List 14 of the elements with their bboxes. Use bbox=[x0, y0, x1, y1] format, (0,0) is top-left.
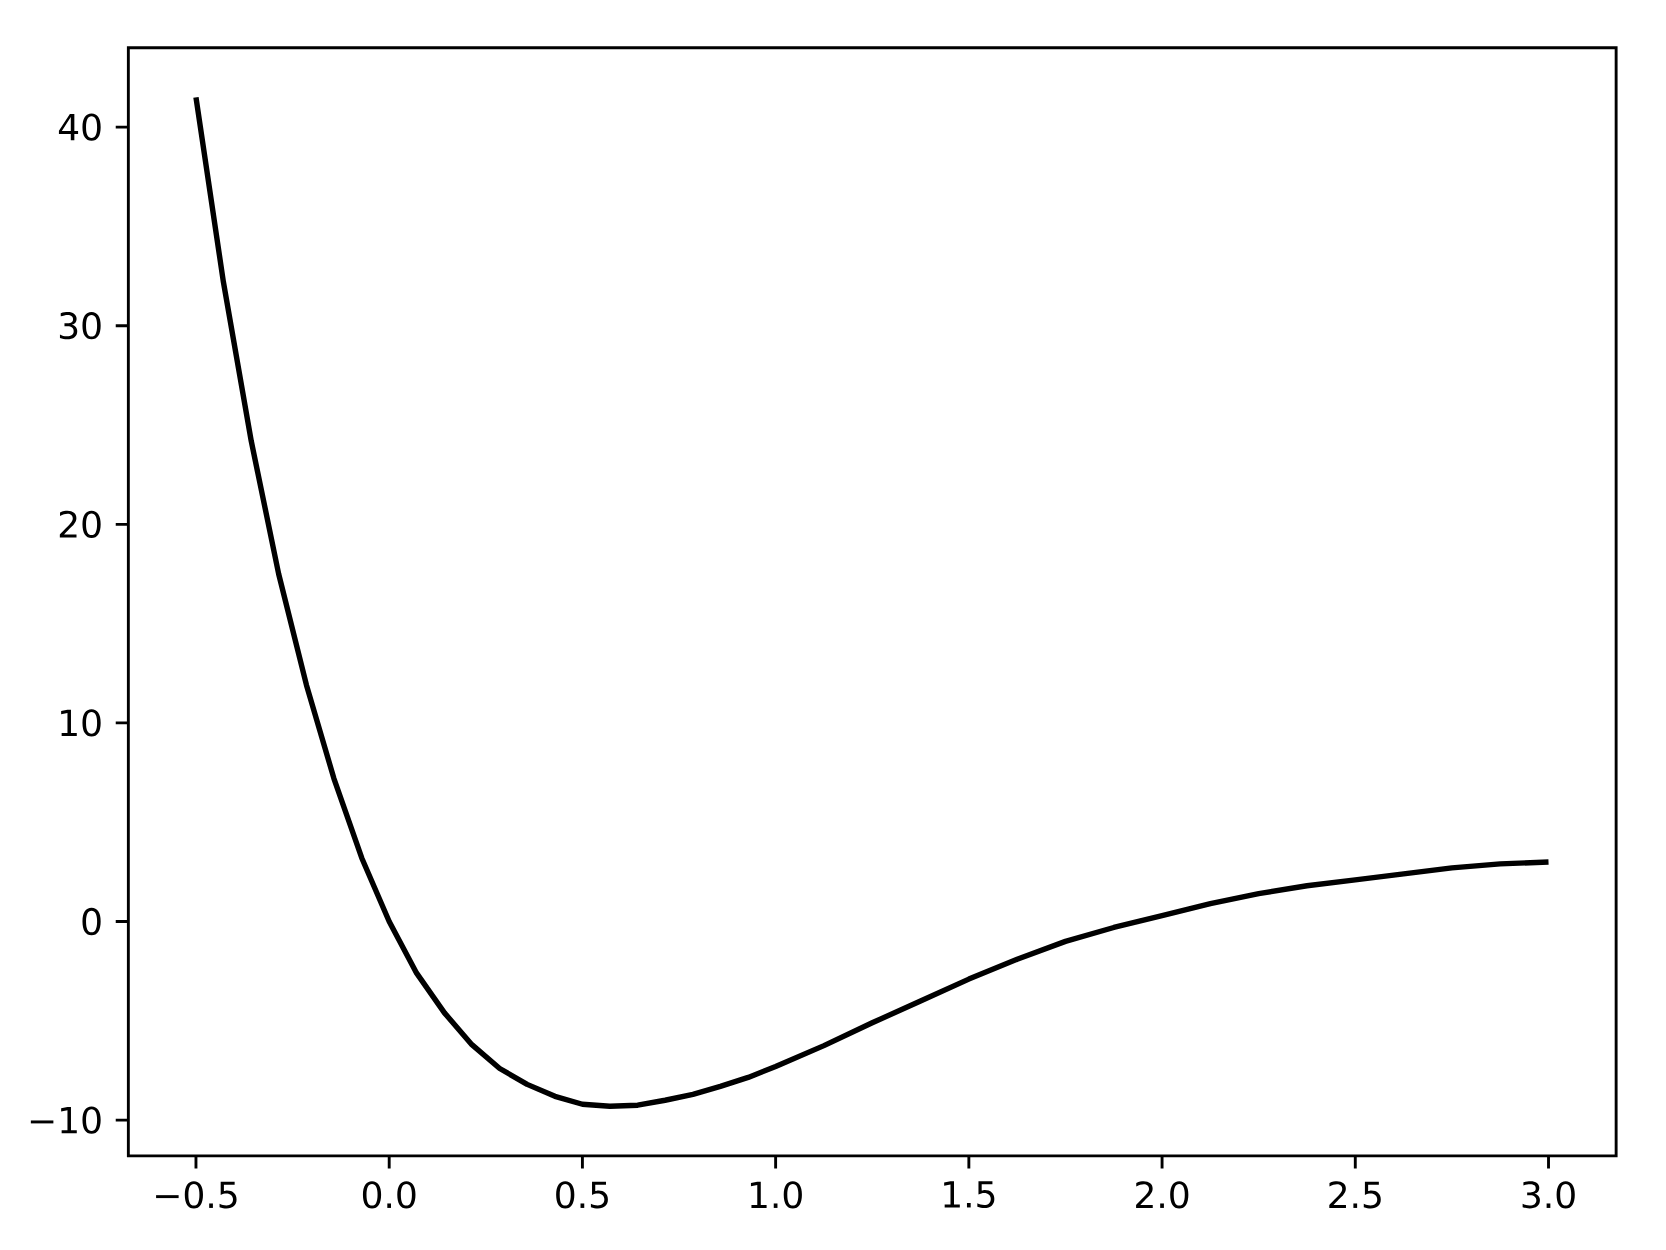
x-tick-label: 1.0 bbox=[750, 1181, 802, 1209]
x-tick-label: 0.5 bbox=[556, 1181, 608, 1209]
y-tick-label: 40 bbox=[58, 113, 101, 142]
y-tick-label: 10 bbox=[61, 709, 101, 737]
y-tick-label: 30 bbox=[59, 312, 101, 340]
x-tick-label: 0.0 bbox=[362, 1181, 416, 1209]
x-tick-label: 2.0 bbox=[1136, 1181, 1189, 1209]
x-tick-label: 1.5 bbox=[944, 1181, 995, 1209]
y-tick-label: −10 bbox=[30, 1106, 101, 1134]
y-tick-label: 20 bbox=[59, 510, 101, 539]
y-tick-label: 0 bbox=[82, 908, 101, 936]
x-tick-label: 3.0 bbox=[1522, 1181, 1575, 1209]
x-tick-label: −0.5 bbox=[156, 1181, 237, 1209]
x-tick-label: 2.5 bbox=[1329, 1181, 1381, 1209]
